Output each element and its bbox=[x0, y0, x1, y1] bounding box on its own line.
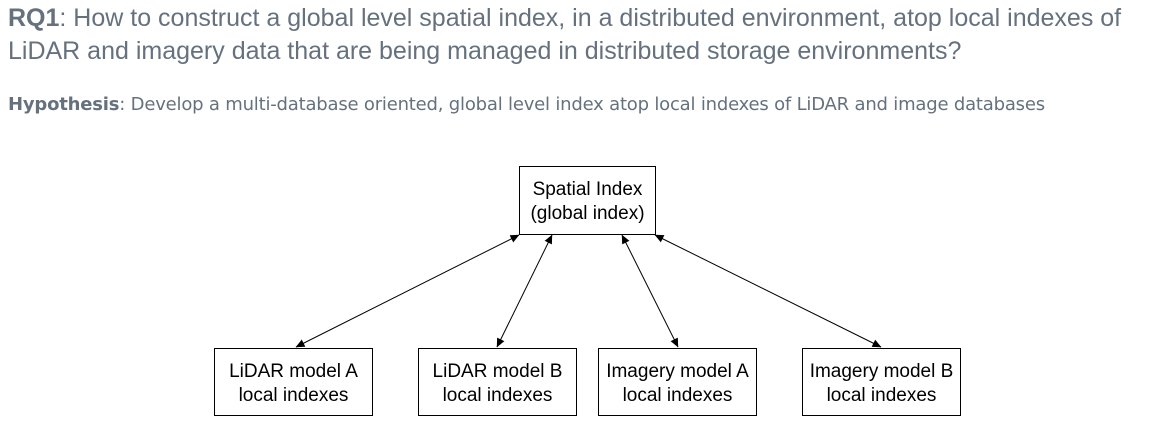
node-imagery-model-b-box bbox=[802, 348, 961, 416]
node-lidar-model-a-box bbox=[214, 348, 373, 416]
edges bbox=[295, 234, 882, 348]
node-imagery-model-b: Imagery model B local indexes bbox=[802, 348, 961, 416]
node-lidar-model-a-line1: LiDAR model A bbox=[229, 361, 358, 382]
node-spatial-index: Spatial Index (global index) bbox=[519, 166, 656, 235]
node-spatial-index-line1: Spatial Index bbox=[533, 179, 643, 200]
node-lidar-model-b: LiDAR model B local indexes bbox=[418, 348, 577, 416]
hypothesis-label: Hypothesis bbox=[8, 94, 120, 115]
research-question-label: RQ1 bbox=[8, 4, 60, 32]
node-imagery-model-a-line1: Imagery model A bbox=[606, 361, 749, 382]
hypothesis: Hypothesis: Develop a multi-database ori… bbox=[8, 93, 1153, 117]
node-lidar-model-b-line1: LiDAR model B bbox=[433, 361, 563, 382]
node-imagery-model-a-line2: local indexes bbox=[623, 385, 733, 406]
node-lidar-model-a: LiDAR model A local indexes bbox=[214, 348, 373, 416]
node-imagery-model-a-box bbox=[598, 348, 757, 416]
edge-root-to-lidar-b bbox=[496, 234, 553, 348]
node-lidar-model-b-line2: local indexes bbox=[443, 385, 553, 406]
node-imagery-model-b-line1: Imagery model B bbox=[810, 361, 954, 382]
node-spatial-index-line2: (global index) bbox=[530, 203, 644, 224]
hypothesis-text: : Develop a multi-database oriented, glo… bbox=[119, 94, 1045, 115]
edge-root-to-imagery-a bbox=[621, 234, 679, 348]
edge-root-to-imagery-b bbox=[654, 234, 882, 348]
node-spatial-index-box bbox=[519, 166, 656, 235]
edge-root-to-lidar-a bbox=[295, 234, 520, 348]
research-question-text: : How to construct a global level spatia… bbox=[8, 4, 1122, 65]
node-imagery-model-b-line2: local indexes bbox=[827, 385, 937, 406]
node-imagery-model-a: Imagery model A local indexes bbox=[598, 348, 757, 416]
node-lidar-model-a-line2: local indexes bbox=[239, 385, 349, 406]
node-lidar-model-b-box bbox=[418, 348, 577, 416]
research-question: RQ1: How to construct a global level spa… bbox=[8, 2, 1153, 68]
